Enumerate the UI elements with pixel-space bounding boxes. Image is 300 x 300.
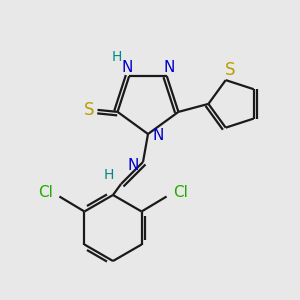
Text: N: N — [122, 60, 133, 75]
Text: S: S — [84, 101, 95, 119]
Text: Cl: Cl — [38, 185, 53, 200]
Text: H: H — [112, 50, 122, 64]
Text: H: H — [104, 168, 114, 182]
Text: N: N — [163, 60, 175, 75]
Text: N: N — [127, 158, 139, 173]
Text: Cl: Cl — [173, 185, 188, 200]
Text: N: N — [152, 128, 164, 143]
Text: S: S — [224, 61, 235, 79]
